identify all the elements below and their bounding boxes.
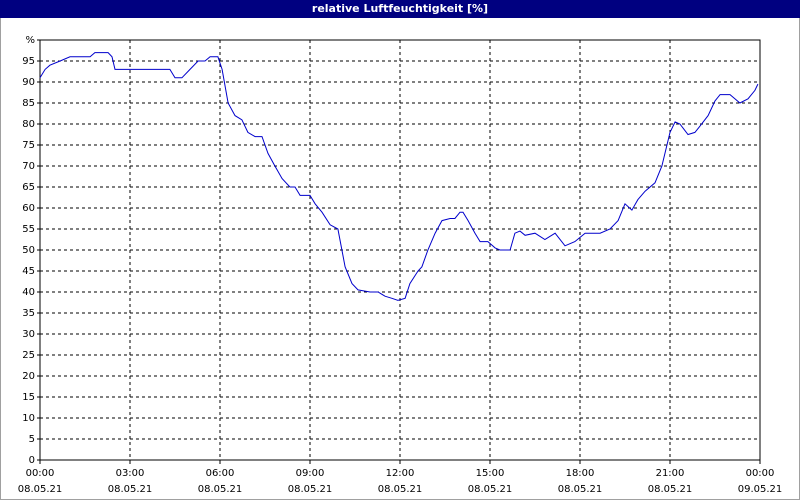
y-tick-label: 75 bbox=[22, 140, 35, 151]
x-tick-date: 09.05.21 bbox=[738, 484, 783, 495]
y-tick-label: 65 bbox=[22, 182, 35, 193]
y-tick-label: 85 bbox=[22, 98, 35, 109]
x-tick-date: 08.05.21 bbox=[18, 484, 63, 495]
x-tick-date: 08.05.21 bbox=[378, 484, 423, 495]
x-tick-date: 08.05.21 bbox=[288, 484, 333, 495]
y-tick-label: 40 bbox=[22, 287, 35, 298]
x-tick-date: 08.05.21 bbox=[468, 484, 513, 495]
y-tick-label: 95 bbox=[22, 56, 35, 67]
y-tick-label: 10 bbox=[22, 413, 35, 424]
plot-border bbox=[39, 39, 761, 461]
title-bar bbox=[0, 0, 800, 18]
x-tick-date: 08.05.21 bbox=[108, 484, 153, 495]
y-tick-label: 5 bbox=[29, 434, 35, 445]
y-tick-label: 50 bbox=[22, 245, 35, 256]
y-tick-label: 20 bbox=[22, 371, 35, 382]
y-tick-label: 15 bbox=[22, 392, 35, 403]
y-tick-label: 70 bbox=[22, 161, 35, 172]
y-tick-label: 25 bbox=[22, 350, 35, 361]
data-line bbox=[39, 52, 759, 301]
x-tick-label: 15:00 bbox=[476, 468, 505, 479]
x-tick-date: 08.05.21 bbox=[648, 484, 693, 495]
y-tick-label: % bbox=[25, 35, 35, 46]
x-tick-label: 12:00 bbox=[386, 468, 415, 479]
y-tick-label: 55 bbox=[22, 224, 35, 235]
x-tick-label: 21:00 bbox=[656, 468, 685, 479]
chart-title: relative Luftfeuchtigkeit [%] bbox=[312, 2, 488, 15]
y-tick-label: 60 bbox=[22, 203, 35, 214]
y-tick-label: 0 bbox=[29, 455, 35, 466]
x-tick-label: 00:00 bbox=[26, 468, 55, 479]
x-tick-label: 09:00 bbox=[296, 468, 325, 479]
x-tick-date: 08.05.21 bbox=[558, 484, 603, 495]
x-tick-label: 18:00 bbox=[566, 468, 595, 479]
y-tick-label: 90 bbox=[22, 77, 35, 88]
y-tick-label: 45 bbox=[22, 266, 35, 277]
y-tick-label: 35 bbox=[22, 308, 35, 319]
x-tick-label: 06:00 bbox=[206, 468, 235, 479]
x-tick-date: 08.05.21 bbox=[198, 484, 243, 495]
x-tick-label: 00:00 bbox=[746, 468, 775, 479]
y-tick-label: 30 bbox=[22, 329, 35, 340]
x-tick-label: 03:00 bbox=[116, 468, 145, 479]
y-tick-label: 80 bbox=[22, 119, 35, 130]
